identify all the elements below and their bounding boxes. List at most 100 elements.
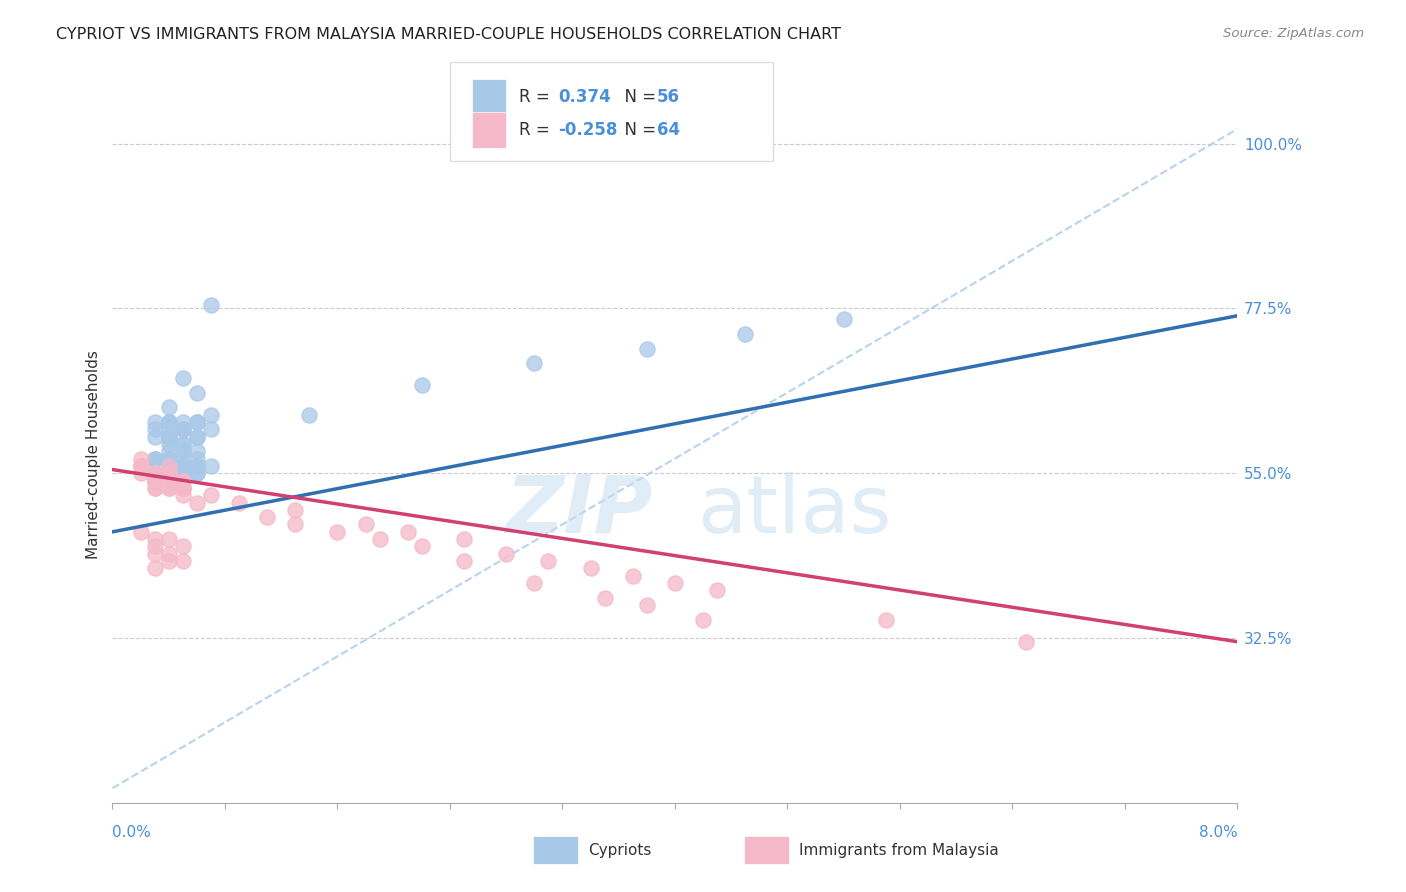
Point <box>298 408 321 422</box>
Point <box>143 451 166 466</box>
Point <box>523 576 546 591</box>
Text: R =: R = <box>519 121 555 139</box>
Point <box>537 554 560 568</box>
Point <box>172 458 194 473</box>
Point <box>143 467 166 481</box>
Point <box>621 568 644 582</box>
Point <box>692 613 714 627</box>
Point <box>172 467 194 481</box>
Point <box>157 415 180 429</box>
Point <box>396 524 419 539</box>
Point <box>157 458 180 473</box>
Point <box>129 458 152 473</box>
Point <box>157 415 180 429</box>
Point <box>186 451 208 466</box>
Point <box>664 576 686 591</box>
Point <box>129 467 152 481</box>
Point <box>157 467 180 481</box>
Point <box>200 298 222 312</box>
Point <box>172 444 194 458</box>
Point <box>157 554 180 568</box>
Point <box>157 458 180 473</box>
Point <box>186 467 208 481</box>
Point <box>143 474 166 488</box>
Point <box>172 481 194 495</box>
Point <box>172 488 194 502</box>
Point <box>172 458 194 473</box>
Point <box>172 481 194 495</box>
Point <box>172 422 194 436</box>
Point <box>143 474 166 488</box>
Point <box>228 495 250 509</box>
Point <box>157 422 180 436</box>
Text: atlas: atlas <box>697 472 891 549</box>
Point <box>186 415 208 429</box>
Point <box>129 458 152 473</box>
Point <box>734 327 756 342</box>
Point <box>172 467 194 481</box>
Point <box>172 474 194 488</box>
Point <box>200 422 222 436</box>
Point <box>832 312 855 326</box>
Point <box>157 467 180 481</box>
Point <box>172 422 194 436</box>
Point <box>157 467 180 481</box>
Point <box>186 458 208 473</box>
Point <box>172 444 194 458</box>
Point <box>157 429 180 443</box>
Text: N =: N = <box>614 121 662 139</box>
Point <box>186 458 208 473</box>
Point <box>354 517 377 532</box>
Point <box>157 547 180 561</box>
Point <box>157 429 180 443</box>
Point <box>129 458 152 473</box>
Point <box>143 547 166 561</box>
Text: ZIP: ZIP <box>505 472 652 549</box>
Point <box>143 474 166 488</box>
Point <box>453 532 475 546</box>
Point <box>157 481 180 495</box>
Point <box>157 429 180 443</box>
Point <box>523 356 546 370</box>
Point <box>186 415 208 429</box>
Point <box>143 540 166 554</box>
Text: 56: 56 <box>657 88 679 106</box>
Point <box>143 474 166 488</box>
Point <box>157 437 180 451</box>
Point <box>636 598 658 612</box>
Point <box>143 451 166 466</box>
Point <box>143 467 166 481</box>
Point <box>143 415 166 429</box>
Point <box>186 429 208 443</box>
Point <box>453 554 475 568</box>
Point <box>143 532 166 546</box>
Text: 8.0%: 8.0% <box>1198 825 1237 840</box>
Point <box>411 378 433 392</box>
Point <box>143 451 166 466</box>
Point <box>172 540 194 554</box>
Text: Cypriots: Cypriots <box>588 843 651 857</box>
Point <box>143 481 166 495</box>
Text: 0.0%: 0.0% <box>112 825 152 840</box>
Point <box>157 451 180 466</box>
Text: 64: 64 <box>657 121 679 139</box>
Point <box>172 474 194 488</box>
Point <box>284 503 307 517</box>
Point <box>157 532 180 546</box>
Point <box>172 554 194 568</box>
Point <box>368 532 391 546</box>
Point <box>143 481 166 495</box>
Point <box>200 408 222 422</box>
Point <box>172 481 194 495</box>
Text: Immigrants from Malaysia: Immigrants from Malaysia <box>799 843 998 857</box>
Point <box>579 561 602 575</box>
Point <box>411 540 433 554</box>
Point <box>172 437 194 451</box>
Point <box>186 429 208 443</box>
Point <box>157 401 180 415</box>
Text: Source: ZipAtlas.com: Source: ZipAtlas.com <box>1223 27 1364 40</box>
Point <box>172 415 194 429</box>
Point <box>172 422 194 436</box>
Point <box>706 583 728 598</box>
Point <box>129 451 152 466</box>
